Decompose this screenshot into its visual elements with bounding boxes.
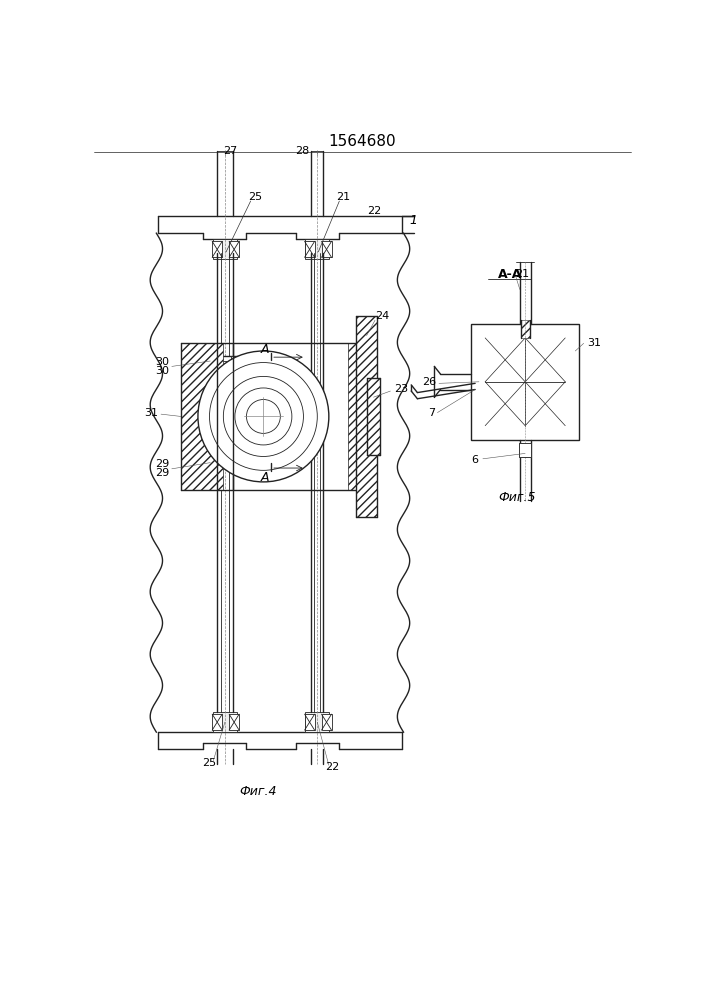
- Bar: [485, 338, 565, 426]
- Text: Фиг.4: Фиг.4: [239, 785, 276, 798]
- Text: 24: 24: [375, 311, 390, 321]
- Text: 22: 22: [325, 762, 339, 772]
- Text: 21: 21: [515, 269, 530, 279]
- Bar: [212, 241, 222, 257]
- Text: 7: 7: [428, 408, 435, 418]
- Circle shape: [235, 388, 292, 445]
- Text: 29: 29: [156, 459, 170, 469]
- Circle shape: [223, 376, 303, 456]
- Bar: [368, 378, 380, 455]
- Bar: [305, 714, 315, 730]
- Text: 31: 31: [144, 408, 158, 418]
- Bar: [356, 316, 378, 517]
- Text: 23: 23: [395, 384, 409, 394]
- Bar: [212, 714, 222, 730]
- Circle shape: [247, 400, 281, 433]
- Text: 30: 30: [156, 366, 170, 376]
- Bar: [213, 239, 237, 259]
- Text: 22: 22: [368, 206, 382, 216]
- Bar: [231, 356, 238, 366]
- Bar: [213, 356, 218, 366]
- Bar: [472, 324, 579, 440]
- Bar: [213, 457, 218, 468]
- Text: 30: 30: [156, 357, 170, 367]
- Text: A: A: [261, 343, 269, 356]
- Bar: [472, 324, 485, 440]
- Bar: [305, 712, 329, 732]
- Bar: [322, 714, 332, 730]
- Text: 25: 25: [248, 192, 262, 202]
- Text: 25: 25: [201, 758, 216, 768]
- Text: 1564680: 1564680: [328, 134, 396, 149]
- Bar: [520, 320, 530, 338]
- Bar: [229, 241, 239, 257]
- Bar: [472, 324, 579, 338]
- Bar: [519, 443, 532, 457]
- Text: 27: 27: [223, 146, 238, 156]
- Bar: [231, 457, 238, 468]
- Bar: [305, 241, 315, 257]
- Text: A: A: [261, 471, 269, 484]
- Bar: [519, 443, 532, 457]
- Text: 29: 29: [156, 468, 170, 478]
- Bar: [322, 241, 332, 257]
- Bar: [213, 712, 237, 732]
- Bar: [229, 714, 239, 730]
- Text: 31: 31: [587, 338, 601, 348]
- Bar: [348, 343, 368, 490]
- Text: A-A: A-A: [498, 267, 522, 280]
- Text: 28: 28: [295, 146, 309, 156]
- Bar: [472, 426, 579, 440]
- Bar: [210, 457, 240, 468]
- Bar: [210, 356, 240, 366]
- Text: Фиг.5: Фиг.5: [498, 491, 536, 504]
- Bar: [210, 356, 240, 366]
- Bar: [305, 239, 329, 259]
- Bar: [210, 457, 240, 468]
- Circle shape: [209, 363, 317, 470]
- Text: 26: 26: [423, 377, 437, 387]
- Bar: [181, 343, 223, 490]
- Text: 1: 1: [409, 214, 418, 227]
- Circle shape: [198, 351, 329, 482]
- Text: 21: 21: [337, 192, 351, 202]
- Text: 6: 6: [472, 455, 479, 465]
- Bar: [565, 324, 579, 440]
